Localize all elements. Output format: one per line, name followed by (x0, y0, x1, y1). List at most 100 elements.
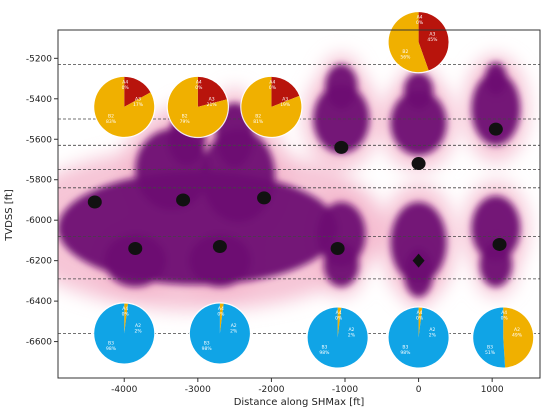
y-tick-label: -5200 (26, 54, 52, 64)
pie-slice (124, 303, 128, 334)
y-tick-label: -5600 (26, 135, 52, 145)
circle-marker (257, 191, 272, 205)
x-tick-label: -4000 (111, 385, 137, 395)
y-tick-label: -5800 (26, 176, 52, 186)
pie-slice (388, 12, 429, 73)
circle-marker (492, 237, 507, 251)
density-cloud (390, 201, 447, 283)
pie-slice-label: A2 (348, 327, 354, 333)
density-cloud (484, 62, 507, 95)
pie-slice-percent: 0% (335, 316, 343, 322)
pie-slice-label: B3 (402, 344, 408, 350)
pie-slice (271, 76, 300, 107)
pie-slice-label: A4 (218, 306, 224, 312)
x-tick-label: 1000 (481, 385, 504, 395)
pie-slice-label: A3 (135, 96, 141, 102)
pie-slice (418, 12, 449, 71)
pie-slice-label: A2 (429, 327, 435, 333)
pie-slice (473, 307, 506, 368)
pie-slice-percent: 83% (106, 119, 117, 125)
circle-marker (128, 242, 143, 256)
pie-slice-label: A4 (417, 15, 423, 21)
x-axis-label: Distance along SHMax [ft] (234, 397, 365, 408)
pie-slice-label: A2 (231, 323, 237, 329)
pie-slice (189, 303, 250, 364)
pie-slice-label: A3 (209, 96, 215, 102)
pie-slice-percent: 21% (207, 102, 218, 108)
y-tick-label: -6400 (26, 297, 52, 307)
density-cloud (403, 72, 434, 109)
circle-marker (330, 242, 345, 256)
density-cloud (471, 72, 521, 146)
pie-slice (197, 76, 227, 107)
circle-marker (411, 157, 426, 171)
density-cloud (390, 90, 447, 156)
diamond-marker (412, 253, 425, 268)
density-cloud (325, 64, 358, 109)
y-tick-label: -6000 (26, 216, 52, 226)
y-tick-label: -6200 (26, 257, 52, 267)
x-axis: -4000 -3000 -2000 -1000 0 1000 (111, 378, 504, 395)
pie-slice-percent: 56% (400, 54, 411, 60)
pie-slice-percent: 79% (180, 119, 191, 125)
pie-slice (219, 303, 224, 334)
pie-slice-percent: 0% (217, 312, 225, 318)
pie-slice-percent: 98% (400, 350, 411, 356)
pie-slice-label: B3 (321, 344, 327, 350)
pie-slice (418, 307, 423, 338)
x-tick-label: 0 (416, 385, 422, 395)
circle-marker (87, 195, 102, 209)
pie-slice-label: A4 (501, 310, 507, 316)
pie-slice-label: B2 (182, 114, 188, 120)
pie-slice-percent: 0% (122, 312, 130, 318)
y-tick-label: -6600 (26, 338, 52, 348)
pie-slice-percent: 0% (122, 85, 130, 91)
pie-slice-label: A2 (135, 323, 141, 329)
plot-frame (57, 29, 541, 379)
density-cloud (403, 248, 434, 298)
pie-slice (94, 303, 155, 364)
pie-slice (503, 307, 534, 368)
x-tick-label: -1000 (332, 385, 358, 395)
pie-slice-label: A4 (269, 79, 275, 85)
x-tick-label: -2000 (258, 385, 284, 395)
circle-marker (212, 239, 227, 253)
density-cloud (479, 242, 513, 287)
pie-slice-label: B3 (108, 340, 114, 346)
pie-slice-percent: 45% (427, 37, 438, 43)
pie-slice-label: B2 (255, 114, 261, 120)
pie-slice-percent: 2% (230, 328, 238, 334)
y-axis: -5200 -5400 -5600 -5800 -6000 -6200 -6400 -6600 (26, 54, 58, 348)
density-cloud (188, 234, 251, 287)
pie-slice-percent: 49% (512, 332, 523, 338)
pie-slice-percent: 17% (133, 102, 144, 108)
pie-slice-label: A4 (122, 79, 128, 85)
pie-slice-percent: 0% (195, 85, 203, 91)
pie-slice-percent: 0% (416, 316, 424, 322)
density-cloud (313, 84, 370, 154)
y-axis-label: TVDSS [ft] (4, 189, 15, 242)
pie-slice (388, 307, 449, 368)
pie-slice-label: A4 (122, 306, 128, 312)
circle-marker (334, 140, 349, 154)
pie-slice-percent: 0% (416, 20, 424, 26)
pie-layer: A40%A317%B283%A40%A321%B279%A40%A319%B28… (93, 10, 535, 369)
pie-slice-percent: 0% (269, 85, 277, 91)
pie-slice-label: A3 (429, 32, 435, 38)
pie-slice (337, 307, 342, 338)
pie-slice-label: B3 (487, 344, 493, 350)
pie-slice (124, 76, 151, 107)
density-cloud (471, 195, 521, 261)
density-cloud (104, 234, 167, 287)
pie-slice-label: A3 (282, 96, 288, 102)
pie-slice-percent: 2% (134, 328, 142, 334)
pie-slice (167, 76, 228, 137)
pie-slice-percent: 2% (429, 332, 437, 338)
